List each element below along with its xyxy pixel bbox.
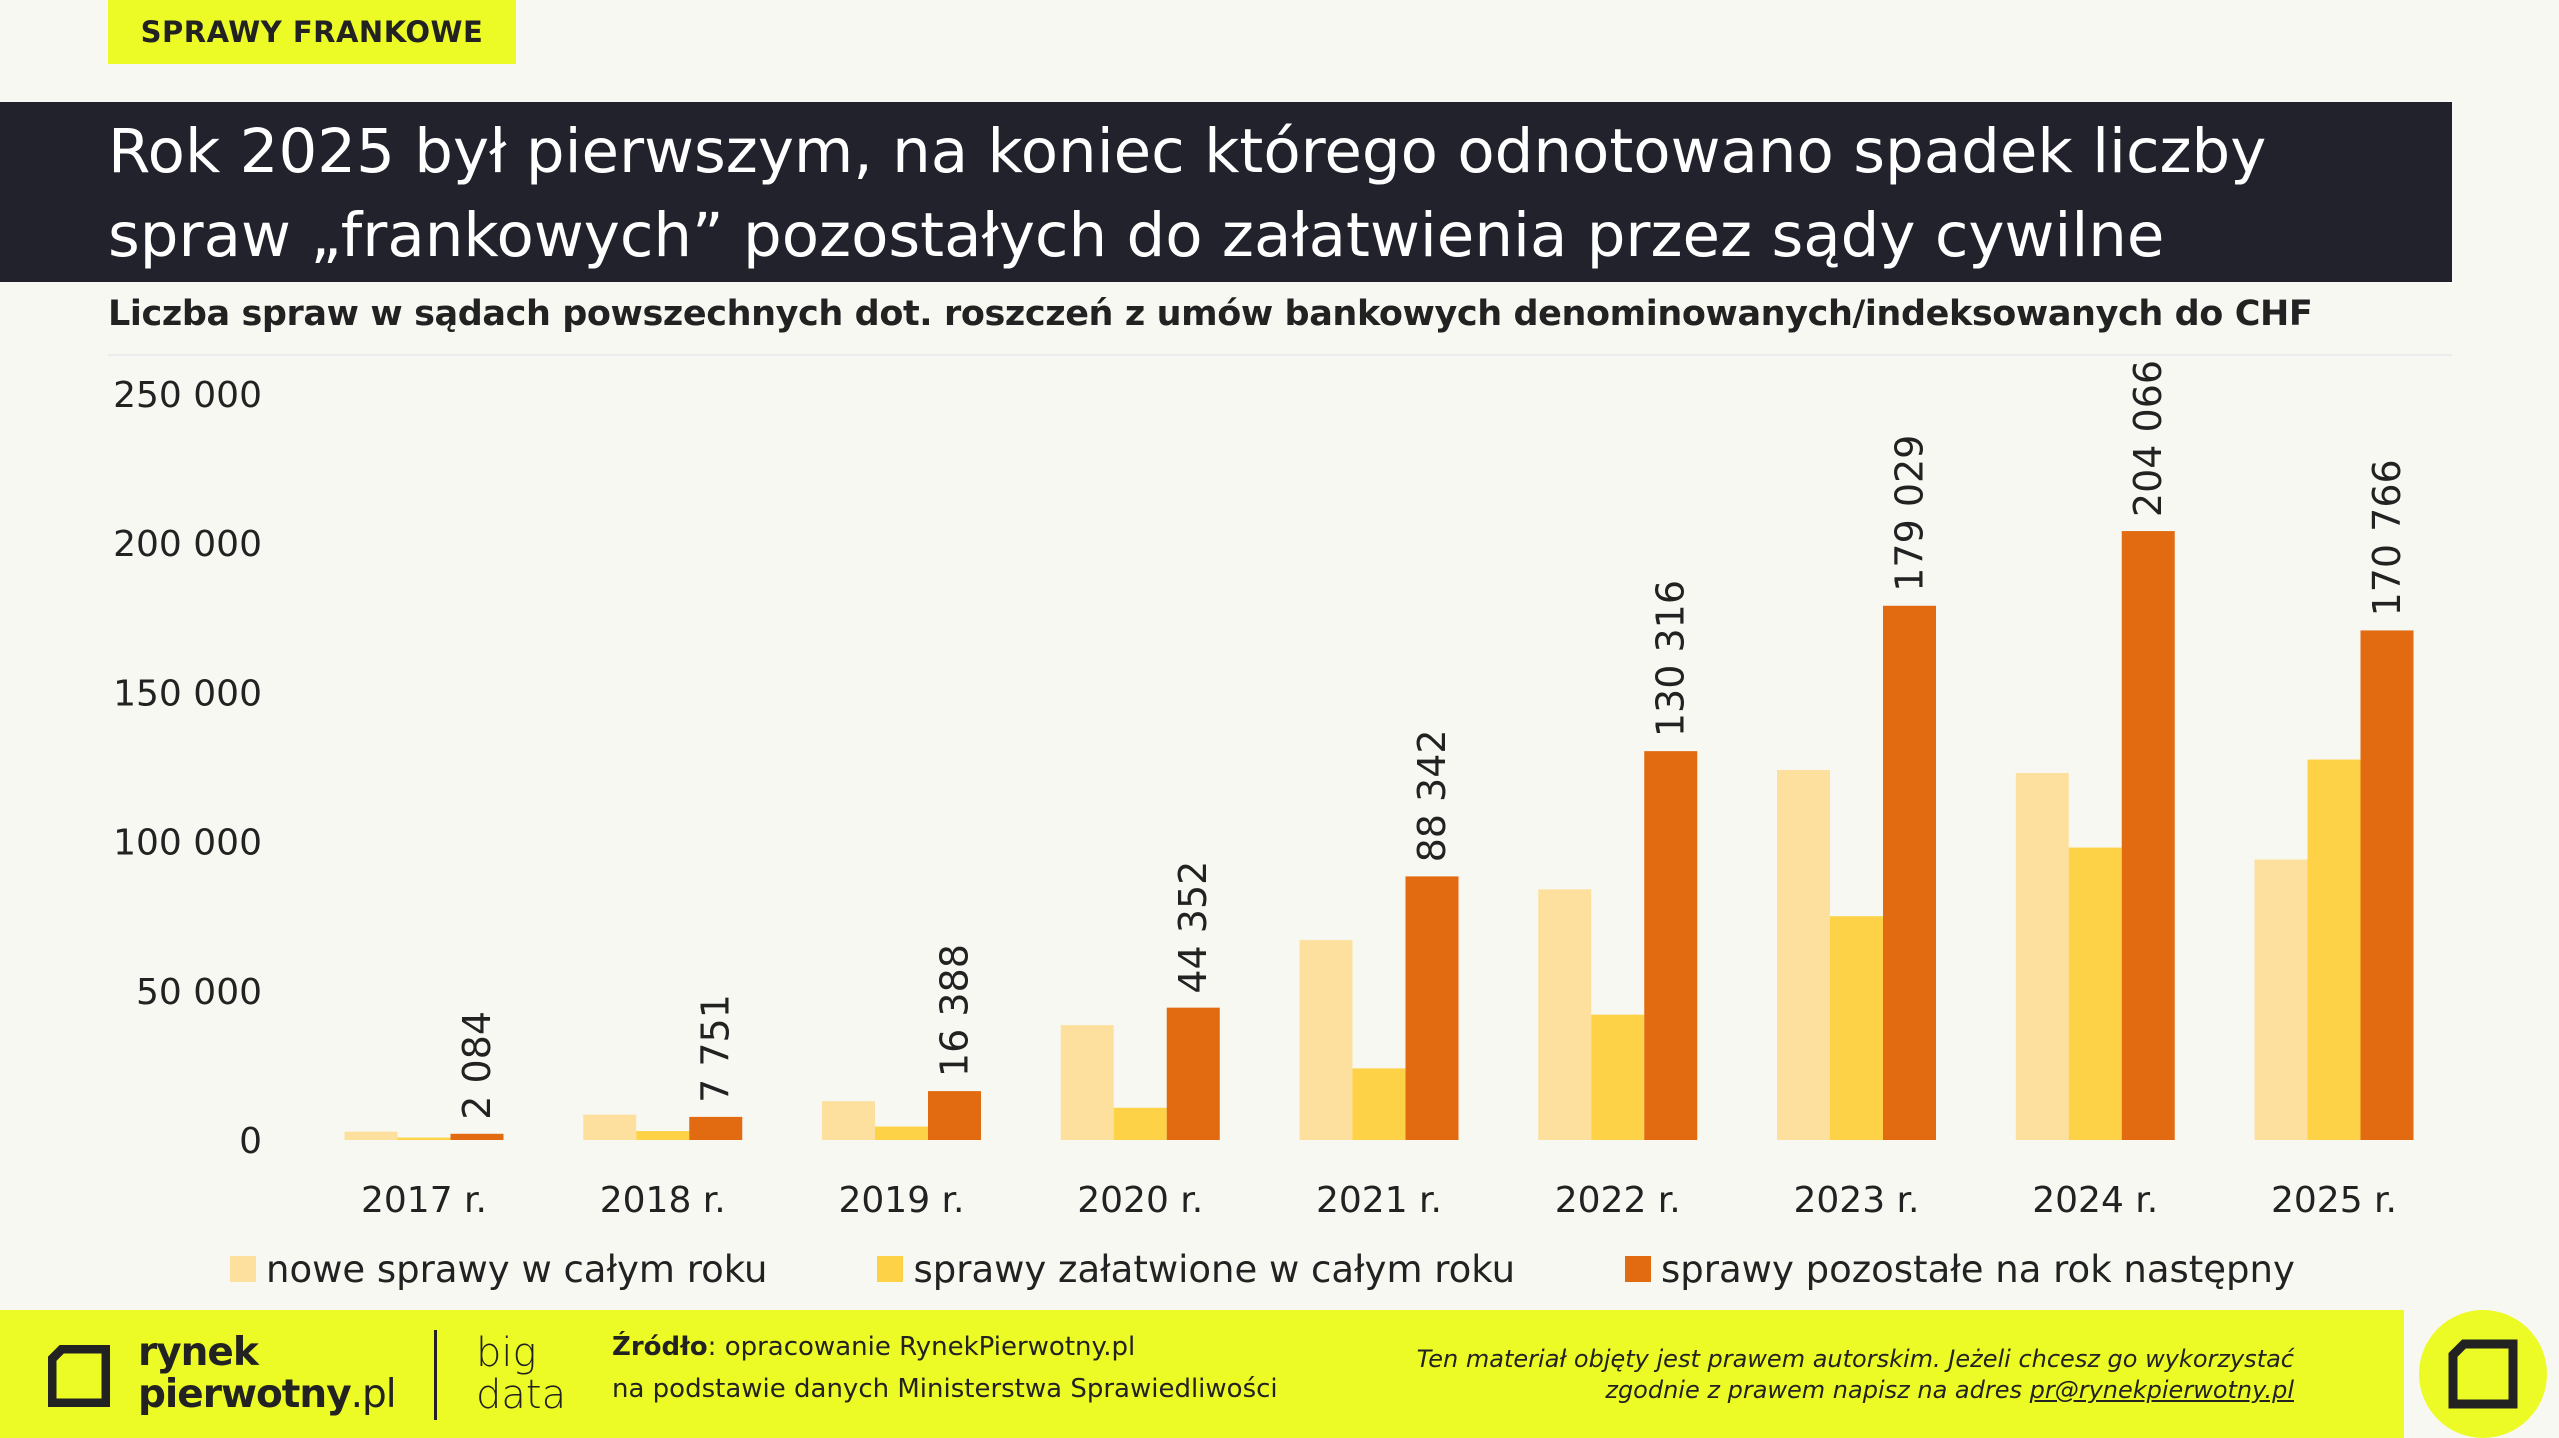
bigdata-logo-text: big data [476, 1332, 566, 1416]
title-banner: Rok 2025 był pierwszym, na koniec któreg… [0, 102, 2452, 282]
footer-bar: rynek pierwotny.pl big data Źródło: opra… [0, 1310, 2404, 1438]
bar-remaining [928, 1091, 981, 1140]
bar-resolved [2307, 759, 2361, 1140]
data-label: 179 029 [1888, 435, 1932, 592]
bar-remaining [689, 1116, 743, 1140]
bar-new [1777, 769, 1830, 1140]
legend-label-resolved: sprawy załatwione w całym roku [913, 1247, 1516, 1291]
bar-remaining [1644, 751, 1698, 1140]
bar-new [1299, 940, 1353, 1140]
x-tick-label: 2020 r. [1077, 1180, 1203, 1221]
data-label: 204 066 [2126, 360, 2170, 517]
y-tick-label: 50 000 [136, 972, 262, 1013]
copyright-line-1: Ten materiał objęty jest prawem autorski… [1416, 1345, 2294, 1373]
title-line-2: spraw „frankowych” pozostałych do załatw… [108, 200, 2165, 271]
bigdata-line-2: data [476, 1372, 567, 1418]
x-tick-label: 2017 r. [361, 1180, 487, 1221]
copyright-line-2: zgodnie z prawem napisz na adres [1605, 1376, 2030, 1404]
contact-email-link[interactable]: pr@rynekpierwotny.pl [2029, 1376, 2294, 1404]
bar-resolved [2068, 847, 2122, 1140]
brand-line-2: pierwotny [138, 1372, 352, 1417]
bar-resolved [875, 1126, 928, 1140]
legend-label-new: nowe sprawy w całym roku [266, 1247, 768, 1291]
title-line-1: Rok 2025 był pierwszym, na koniec któreg… [108, 116, 2267, 187]
bar-resolved [1352, 1068, 1406, 1140]
subtitle-divider [108, 354, 2452, 356]
y-tick-label: 150 000 [113, 673, 262, 714]
chart-legend: nowe sprawy w całym roku sprawy załatwio… [230, 1244, 2295, 1294]
bigdata-line-1: big [476, 1330, 537, 1376]
footer-divider [434, 1330, 437, 1420]
source-note: Źródło: opracowanie RynekPierwotny.pl na… [612, 1326, 1278, 1410]
bar-resolved [636, 1131, 690, 1140]
data-label: 16 388 [933, 944, 977, 1077]
rynekpierwotny-logo-icon [48, 1345, 110, 1407]
x-tick-label: 2022 r. [1555, 1180, 1681, 1221]
y-tick-label: 100 000 [113, 823, 262, 864]
bar-chart: 0 50 000 100 000 150 000 200 000 250 000 2 084… [113, 360, 2414, 1221]
bar-remaining [450, 1133, 504, 1140]
brand-line-1: rynek [138, 1330, 259, 1375]
bar-remaining [2360, 630, 2414, 1140]
data-label: 44 352 [1171, 861, 1215, 994]
x-tick-label: 2018 r. [600, 1180, 726, 1221]
bar-remaining [1883, 605, 1936, 1140]
bar-remaining [1166, 1007, 1220, 1140]
legend-item-resolved: sprawy załatwione w całym roku [877, 1248, 1515, 1291]
data-label: 130 316 [1649, 580, 1693, 737]
legend-swatch-resolved [877, 1256, 904, 1282]
bar-resolved [397, 1137, 451, 1140]
x-tick-label: 2023 r. [1794, 1180, 1920, 1221]
brand-logo-text: rynek pierwotny.pl [138, 1330, 397, 1417]
x-tick-label: 2025 r. [2271, 1180, 2397, 1221]
data-label: 88 342 [1410, 729, 1454, 862]
data-label: 170 766 [2365, 459, 2409, 616]
bar-resolved [1830, 916, 1883, 1140]
source-label: Źródło [612, 1332, 708, 1362]
y-tick-label: 200 000 [113, 524, 262, 565]
x-tick-label: 2021 r. [1316, 1180, 1442, 1221]
source-line-2: na podstawie danych Ministerstwa Sprawie… [612, 1374, 1278, 1404]
bar-new [1538, 889, 1592, 1140]
bar-new [1060, 1025, 1114, 1140]
source-line-1: : opracowanie RynekPierwotny.pl [707, 1332, 1136, 1362]
corner-logo-icon [2448, 1339, 2518, 1409]
brand-suffix: .pl [350, 1372, 397, 1417]
x-tick-label: 2024 r. [2032, 1180, 2158, 1221]
legend-label-remaining: sprawy pozostałe na rok następny [1661, 1247, 2295, 1291]
legend-item-remaining: sprawy pozostałe na rok następny [1625, 1248, 2295, 1291]
bar-remaining [2121, 531, 2175, 1140]
data-label: 7 751 [694, 994, 738, 1103]
category-tag: SPRAWY FRANKOWE [108, 0, 516, 64]
bar-new [2254, 859, 2308, 1140]
bar-resolved [1591, 1014, 1645, 1140]
legend-swatch-new [230, 1256, 256, 1282]
bar-resolved [1113, 1107, 1167, 1140]
legend-swatch-remaining [1625, 1256, 1652, 1282]
corner-logo-badge [2419, 1310, 2547, 1438]
copyright-note: Ten materiał objęty jest prawem autorski… [1417, 1344, 2294, 1406]
y-tick-label: 250 000 [113, 375, 262, 416]
chart-subtitle: Liczba spraw w sądach powszechnych dot. … [108, 294, 2313, 334]
legend-item-new: nowe sprawy w całym roku [230, 1248, 767, 1291]
bar-new [583, 1114, 637, 1140]
y-tick-label: 0 [239, 1121, 262, 1162]
bar-new [2015, 772, 2069, 1140]
bar-new [822, 1101, 875, 1140]
x-tick-label: 2019 r. [839, 1180, 965, 1221]
bar-new [344, 1131, 398, 1140]
bar-remaining [1405, 876, 1459, 1140]
data-label: 2 084 [455, 1011, 499, 1120]
